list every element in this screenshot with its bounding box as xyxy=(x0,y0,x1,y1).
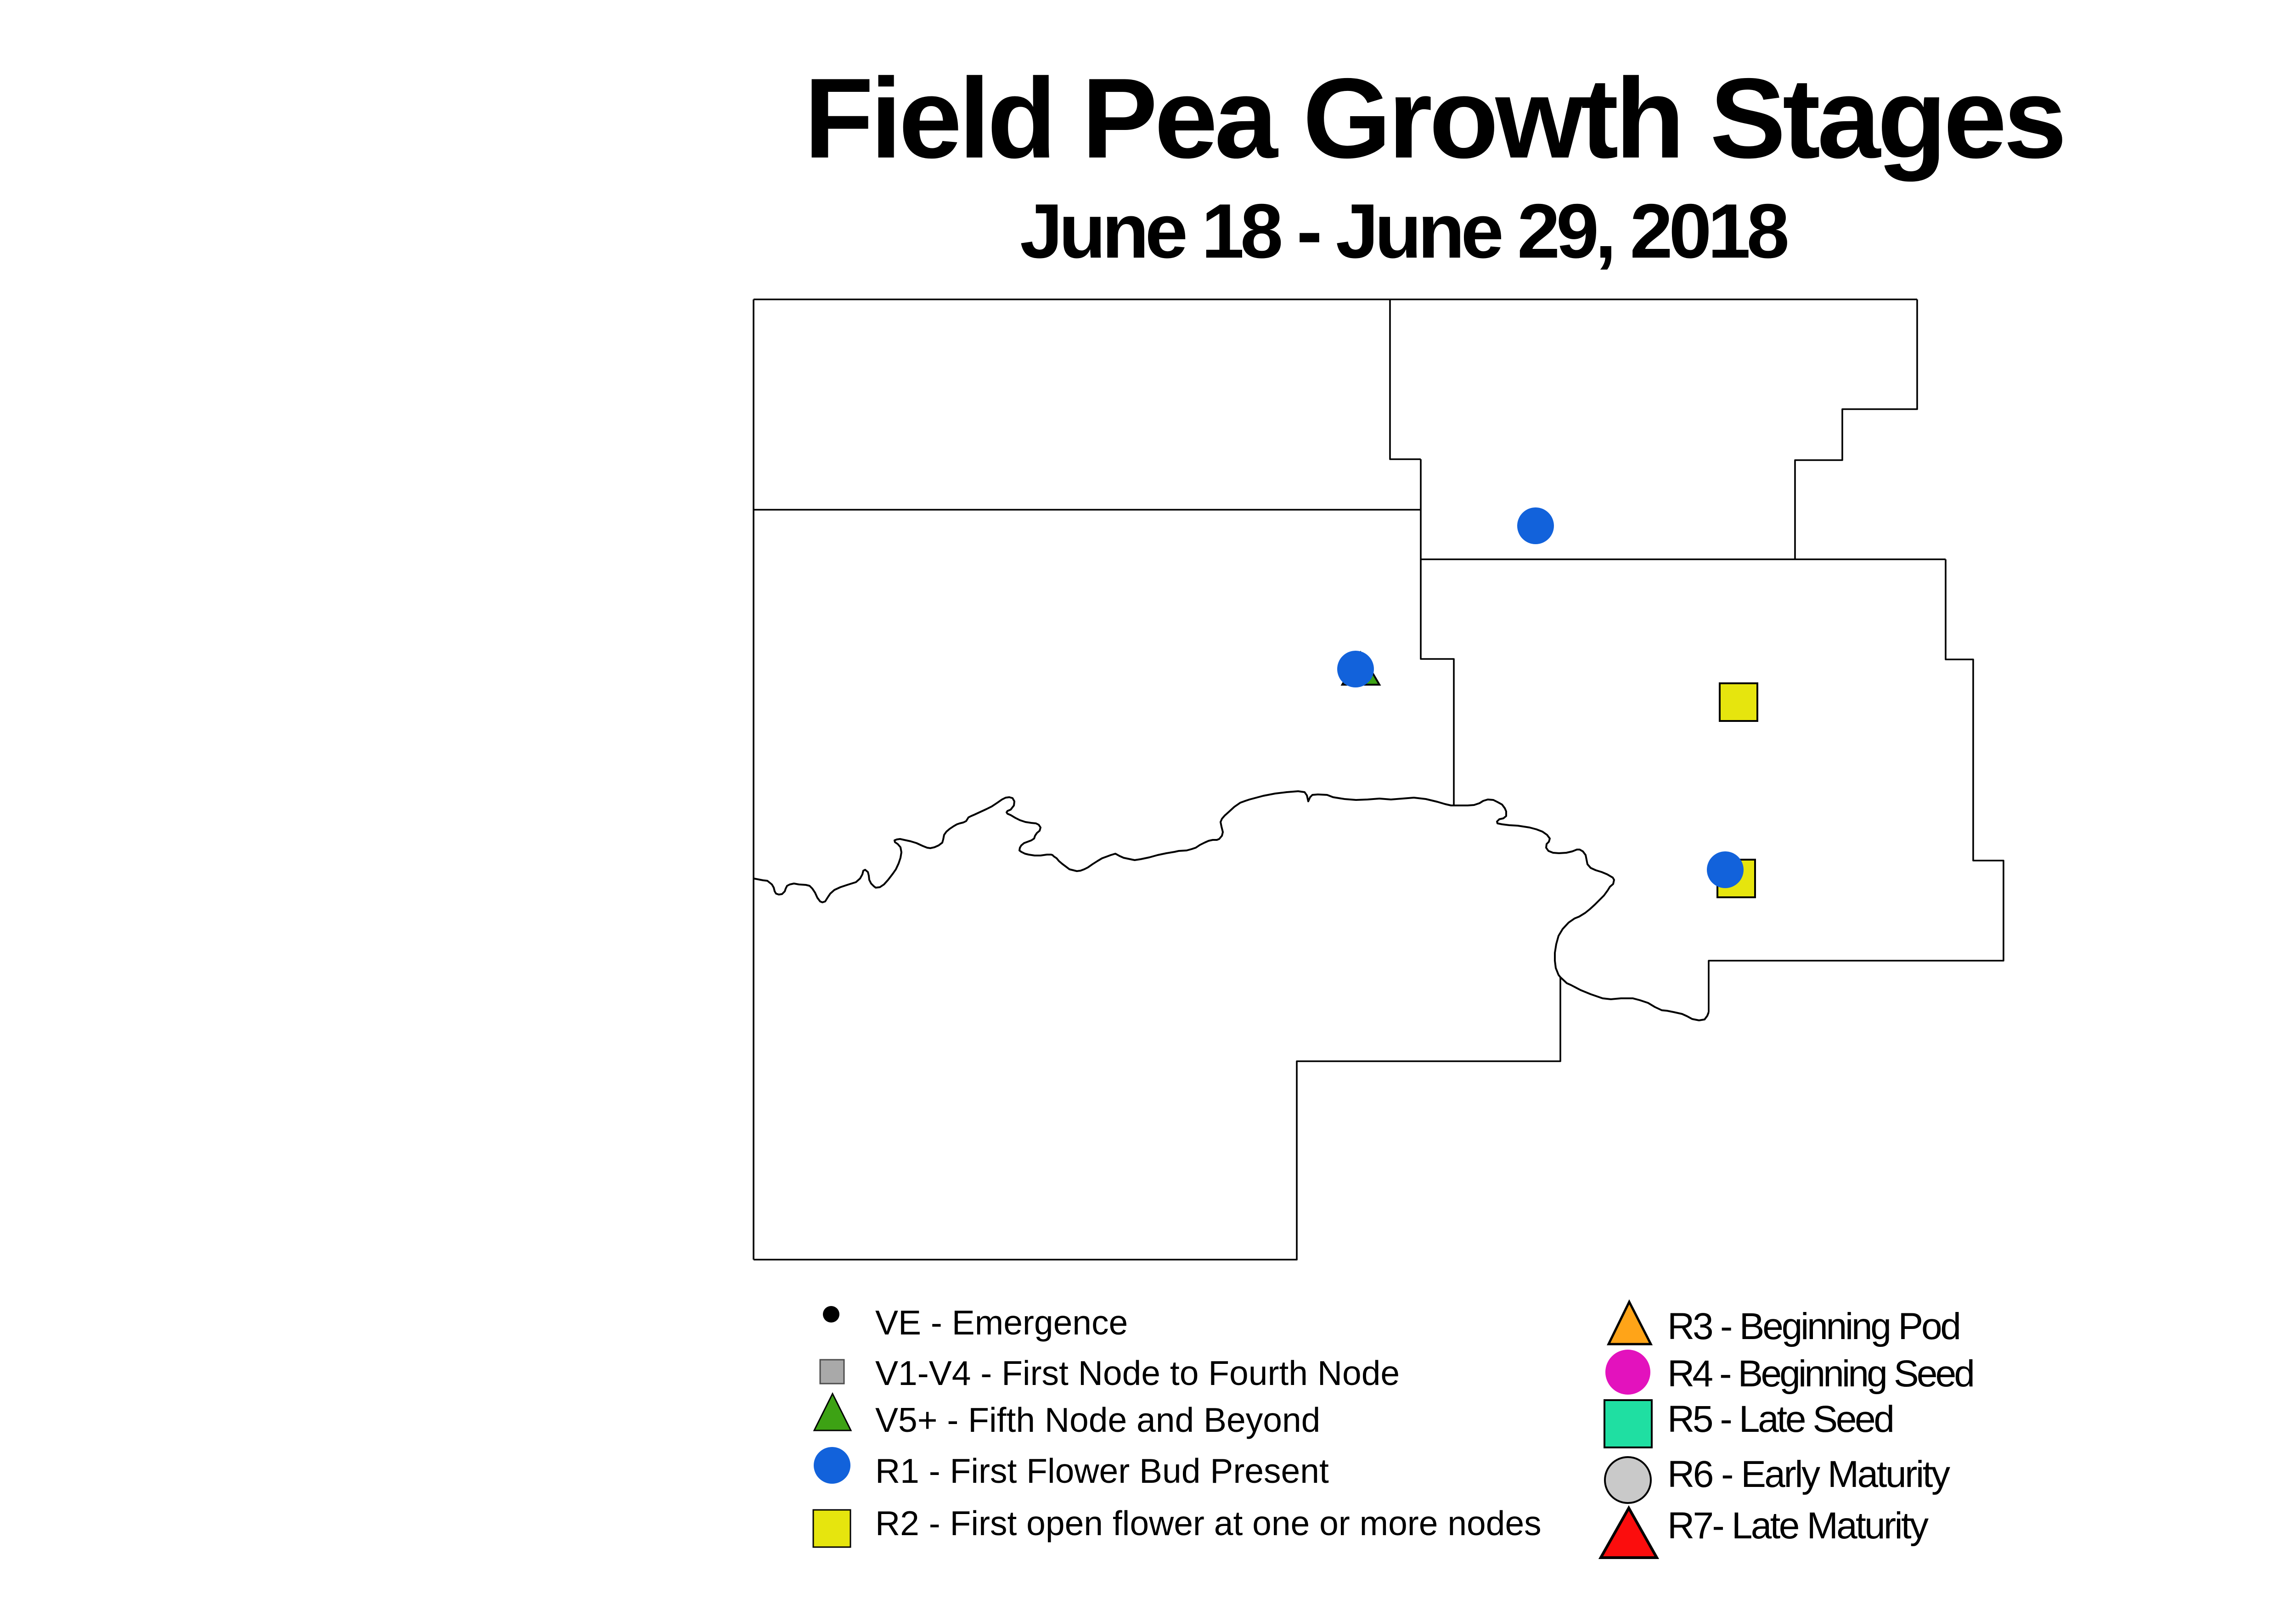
svg-text:V1-V4 - First Node to Fourth N: V1-V4 - First Node to Fourth Node xyxy=(875,1354,1400,1392)
svg-text:R2 - First open flower at one: R2 - First open flower at one or more no… xyxy=(875,1504,1542,1542)
svg-text:R5 - Late Seed: R5 - Late Seed xyxy=(1667,1398,1895,1440)
svg-text:R3 - Beginning Pod: R3 - Beginning Pod xyxy=(1667,1306,1961,1347)
svg-text:R4 - Beginning Seed: R4 - Beginning Seed xyxy=(1667,1353,1975,1395)
svg-text:VE - Emergence: VE - Emergence xyxy=(875,1303,1128,1342)
svg-text:R7- Late Maturity: R7- Late Maturity xyxy=(1667,1505,1929,1547)
svg-text:R1 - First Flower Bud Present: R1 - First Flower Bud Present xyxy=(875,1452,1329,1490)
svg-text:R6 - Early Maturity: R6 - Early Maturity xyxy=(1667,1453,1950,1495)
svg-text:June 18 - June 29, 2018: June 18 - June 29, 2018 xyxy=(1020,188,1790,274)
svg-text:V5+ - Fifth Node and Beyond: V5+ - Fifth Node and Beyond xyxy=(875,1401,1320,1439)
svg-text:Field Pea Growth Stages: Field Pea Growth Stages xyxy=(804,54,2067,182)
